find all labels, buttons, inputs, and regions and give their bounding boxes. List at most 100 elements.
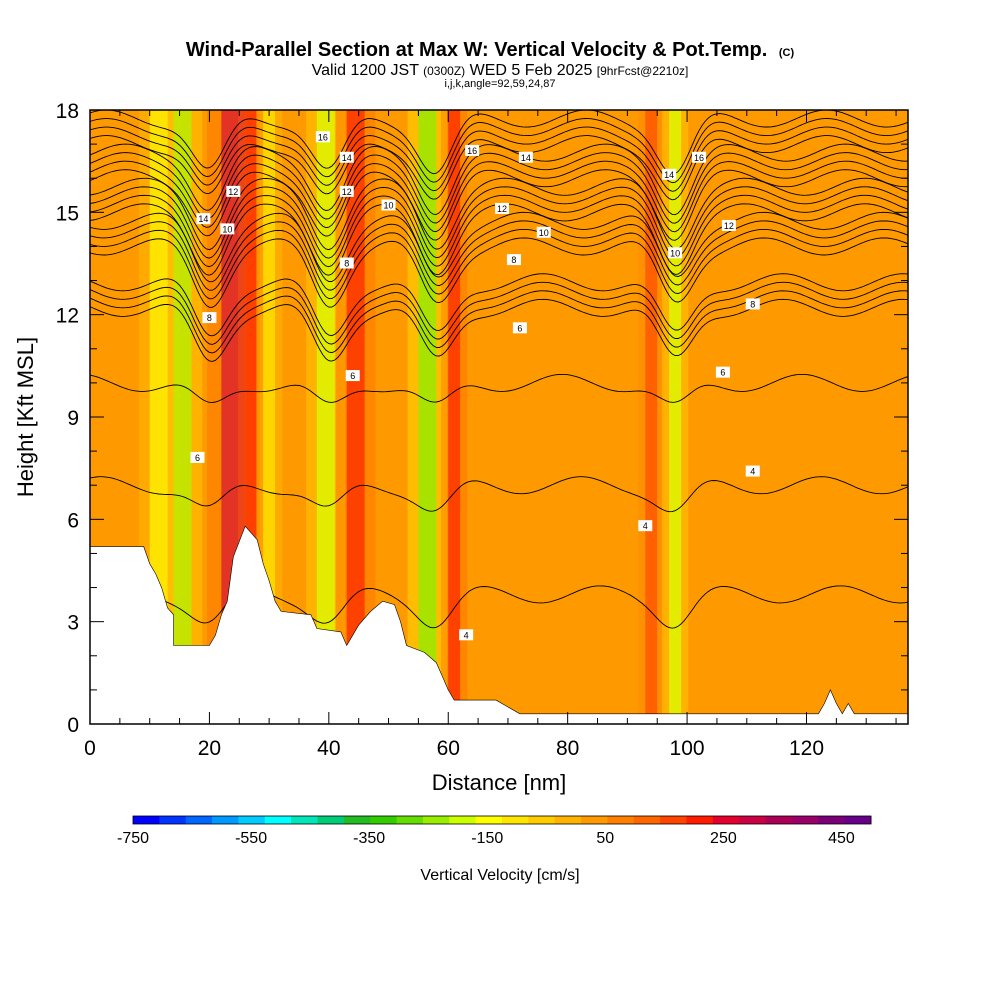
contour-label-bg: [190, 451, 205, 463]
theta-contour-line: [90, 177, 908, 251]
contour-label: 6: [190, 451, 205, 463]
contour-label-bg: [512, 322, 527, 334]
contour-label-bg: [536, 226, 551, 238]
contour-label-text: 16: [467, 146, 477, 156]
colorbar-swatch: [765, 816, 793, 824]
contour-label-text: 4: [750, 467, 755, 477]
y-tick-label: 12: [56, 305, 79, 328]
contour-label-bg: [226, 185, 241, 197]
contour-label-bg: [345, 370, 360, 382]
valid-time-line: Valid 1200 JST (0300Z) WED 5 Feb 2025 [9…: [312, 62, 689, 79]
contour-label-text: 14: [664, 170, 674, 180]
colorbar-swatch: [581, 816, 608, 824]
colorbar-swatch: [528, 816, 556, 824]
contour-label: 14: [662, 168, 677, 180]
colorbar-swatch: [370, 816, 398, 824]
colorbar-swatch: [475, 816, 503, 824]
colorbar-tick-label: -150: [471, 830, 503, 847]
contour-label-bg: [745, 298, 760, 310]
x-tick-label: 0: [84, 737, 96, 760]
colorbar: -750 -550 -350 -150 50 250 450: [117, 815, 872, 847]
y-tick-label: 0: [67, 714, 79, 737]
contour-label: 4: [638, 520, 653, 532]
colorbar-swatch: [818, 816, 846, 824]
theta-contour-line: [90, 211, 908, 283]
contour-label: 12: [494, 202, 509, 214]
colorbar-frame: [132, 815, 872, 825]
colorbar-swatch: [238, 816, 266, 824]
contour-label: 6: [715, 366, 730, 378]
contour-label-bg: [339, 151, 354, 163]
velocity-band: [645, 110, 658, 724]
colorbar-swatch: [212, 816, 239, 824]
contour-label: 16: [315, 131, 330, 143]
colorbar-tick-label: 50: [596, 830, 614, 847]
colorbar-tick-label: -550: [235, 830, 267, 847]
valid-prefix: Valid 1200 JST: [312, 62, 420, 79]
theta-contour-line: [90, 169, 908, 241]
contour-label: 6: [345, 370, 360, 382]
contour-label-text: 10: [222, 224, 232, 234]
contour-label-text: 16: [318, 132, 328, 142]
contour-label: 8: [506, 254, 521, 265]
contour-label: 8: [745, 298, 760, 310]
y-tick-label: 3: [67, 612, 79, 635]
contour-label-bg: [220, 223, 235, 235]
contour-label-bg: [745, 465, 760, 477]
contour-label: 10: [381, 199, 396, 211]
colorbar-swatch: [607, 816, 635, 824]
contour-label: 8: [339, 257, 354, 269]
title-main: Wind-Parallel Section at Max W: Vertical…: [186, 39, 767, 61]
contour-label-text: 8: [207, 313, 212, 323]
contour-labels: 6 6 6 6 8 8 8 8 10 10 10 10 12 12 12 12 14 14 14 14 16 16 16 4 4…: [190, 131, 760, 641]
colorbar-swatch: [185, 816, 213, 824]
contour-label-bg: [518, 151, 533, 163]
colorbar-swatch: [633, 816, 661, 824]
theta-contour-line: [90, 290, 908, 354]
colorbar-swatch: [133, 816, 160, 824]
contour-label-bg: [721, 219, 736, 231]
theta-contour-line: [90, 298, 908, 362]
valid-utc: (0300Z): [423, 64, 465, 78]
contour-label: 14: [196, 213, 211, 225]
colorbar-swatch: [739, 816, 767, 824]
velocity-band: [669, 110, 682, 724]
y-tick-label: 18: [56, 100, 79, 123]
contour-label-text: 12: [228, 187, 238, 197]
contour-label-bg: [662, 168, 677, 180]
colorbar-swatch: [422, 816, 450, 824]
colorbar-swatch: [660, 816, 687, 824]
colorbar-tick-label: -350: [353, 830, 385, 847]
contour-label-text: 16: [694, 153, 704, 163]
contour-label-bg: [494, 202, 509, 214]
contour-label-text: 8: [750, 299, 755, 309]
contour-label-bg: [459, 629, 474, 641]
contour-label: 10: [536, 226, 551, 238]
x-tick-label: 100: [670, 737, 705, 760]
y-tick-label: 15: [56, 202, 79, 225]
y-axis-label: Height [Kft MSL]: [13, 337, 38, 497]
colorbar-swatch: [317, 816, 345, 824]
axes: 0 20 40 60 80 100 120 0 3 6 9 12 15 18: [56, 100, 908, 760]
colorbar-swatch: [502, 816, 529, 824]
contour-label: 14: [339, 151, 354, 163]
contour-label-bg: [465, 144, 480, 156]
theta-contour-line: [90, 110, 908, 175]
colorbar-swatch: [264, 816, 292, 824]
contour-label-text: 8: [344, 259, 349, 269]
contour-label: 4: [745, 465, 760, 477]
y-tick-label: 6: [67, 509, 79, 532]
velocity-band-halo: [407, 110, 448, 724]
velocity-field: [90, 110, 908, 724]
theta-contour-line: [90, 373, 908, 403]
contour-label-text: 10: [539, 228, 549, 238]
theta-contour-line: [90, 220, 908, 291]
x-tick-label: 120: [789, 737, 824, 760]
contour-label: 14: [518, 151, 533, 163]
contour-label: 16: [465, 144, 480, 156]
contour-label-bg: [381, 199, 396, 211]
velocity-band: [263, 110, 276, 724]
terrain-profile: [89, 525, 909, 725]
valid-date: WED 5 Feb 2025: [470, 62, 593, 79]
